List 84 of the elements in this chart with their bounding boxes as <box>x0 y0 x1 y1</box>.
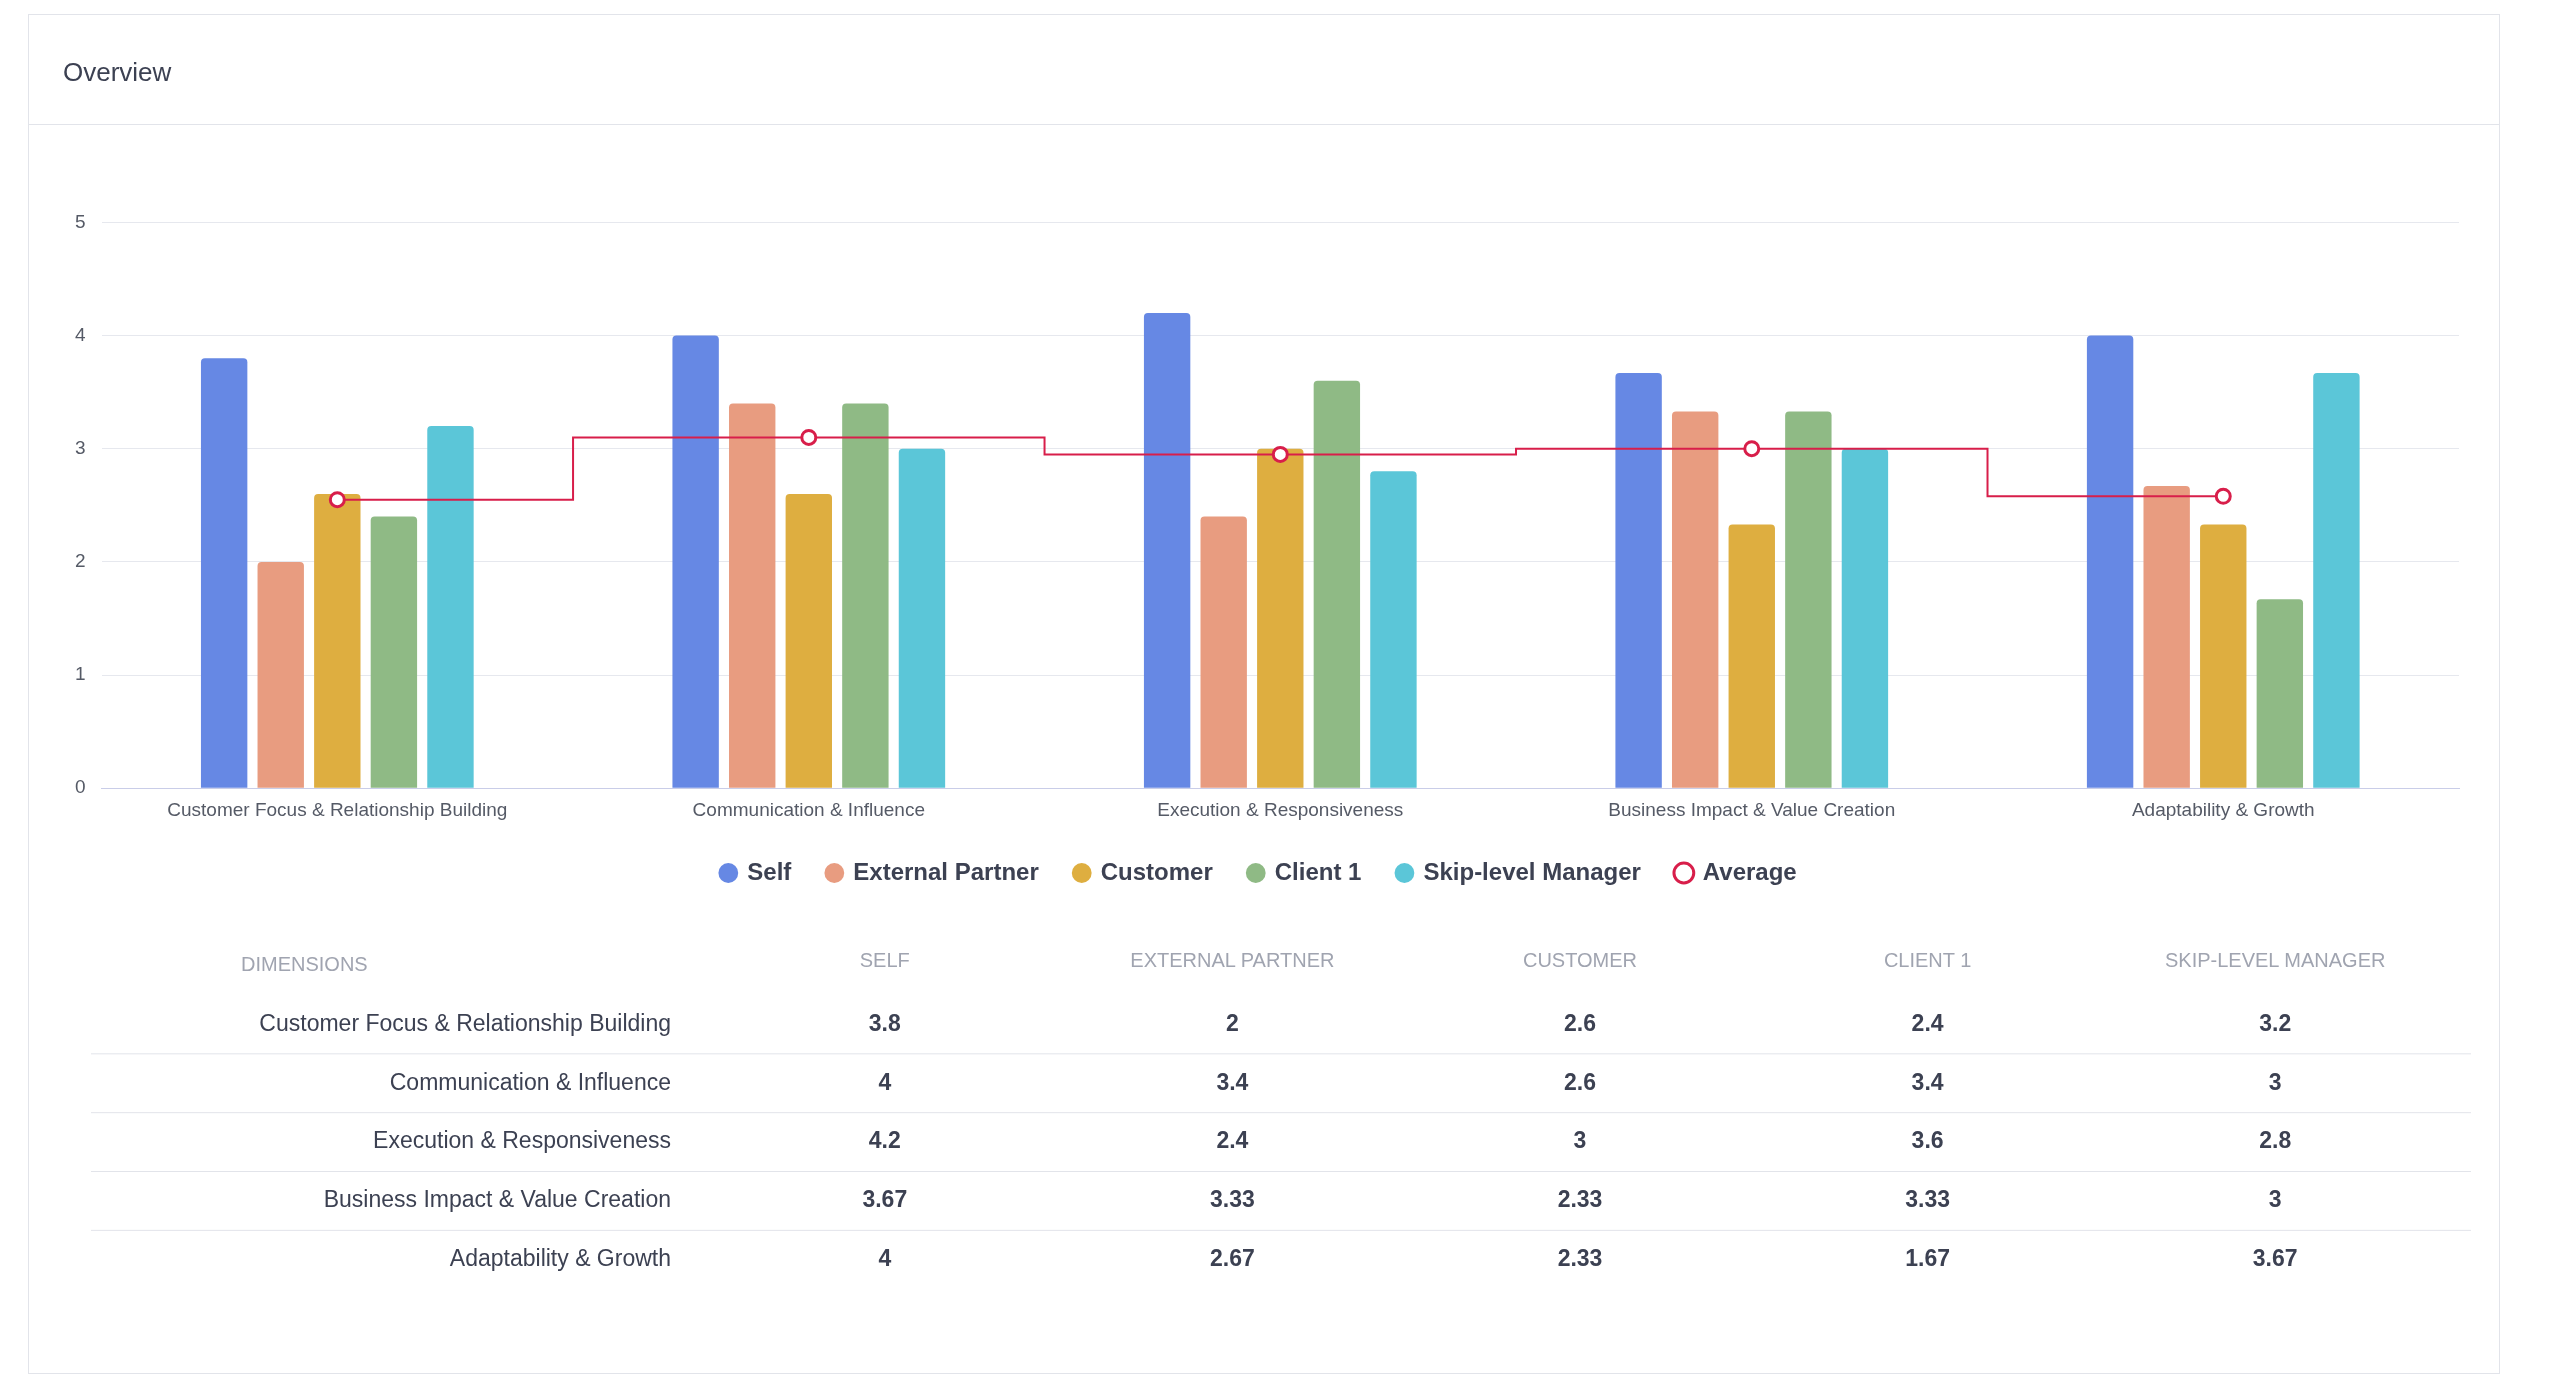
data-label: 4 <box>878 1068 892 1095</box>
x-tick-label: CLIENT 1 <box>1883 948 1972 971</box>
bar <box>1257 448 1304 788</box>
point <box>1743 440 1761 458</box>
bar <box>842 403 889 788</box>
x-tick-label: Execution & Responsiveness <box>1157 798 1404 820</box>
x-tick-label: Customer Focus & Relationship Building <box>167 798 508 820</box>
point <box>2214 487 2232 505</box>
data-label: 2 <box>1226 1009 1239 1036</box>
y-tick-label: Business Impact & Value Creation <box>323 1186 671 1213</box>
data-label: 3.33 <box>1905 1186 1950 1213</box>
bar <box>1200 516 1247 788</box>
bar <box>1615 372 1662 788</box>
y-tick-label: Execution & Responsiveness <box>373 1127 671 1154</box>
y-tick-label: 1 <box>74 663 86 685</box>
bar <box>1728 524 1775 788</box>
data-label: 2.33 <box>1557 1186 1603 1213</box>
bar <box>1841 448 1889 788</box>
legend-label: Average <box>1702 857 1797 885</box>
data-label: 3 <box>2268 1068 2282 1095</box>
x-tick-label: CUSTOMER <box>1522 948 1638 971</box>
data-label: 3 <box>1573 1127 1587 1154</box>
y-tick-label: 2 <box>74 550 86 572</box>
bar <box>785 493 832 788</box>
bar <box>2256 599 2304 788</box>
y-tick-label: 0 <box>74 776 86 798</box>
bar <box>1143 312 1191 788</box>
chart-title: Overview <box>29 15 2499 125</box>
bar <box>1313 380 1361 788</box>
bar <box>1672 411 1719 788</box>
data-label: 3.67 <box>862 1186 908 1213</box>
data-label: 3.4 <box>1216 1068 1249 1095</box>
y-axis-title: DIMENSIONS <box>241 952 368 975</box>
x-tick-label: SKIP-LEVEL MANAGER <box>2164 948 2386 971</box>
bar <box>427 426 474 788</box>
bar <box>898 448 946 788</box>
bar <box>2143 486 2190 788</box>
x-tick-label: SELF <box>859 948 910 971</box>
data-label: 3.4 <box>1911 1068 1944 1095</box>
x-tick-label: Business Impact & Value Creation <box>1608 798 1896 820</box>
y-tick-label: 5 <box>74 210 86 232</box>
point <box>328 491 346 509</box>
bar <box>370 516 418 788</box>
data-label: 2.6 <box>1564 1068 1596 1095</box>
legend-label: Client 1 <box>1274 857 1362 885</box>
y-tick-label: Customer Focus & Relationship Building <box>259 1009 671 1036</box>
bar <box>200 358 248 788</box>
data-label: 1.67 <box>1905 1245 1950 1272</box>
data-label: 3.8 <box>868 1009 901 1036</box>
legend-label: Skip-level Manager <box>1423 857 1641 885</box>
bar <box>1785 411 1832 788</box>
y-tick-label: Communication & Influence <box>389 1068 671 1095</box>
data-label: 3.33 <box>1210 1186 1255 1213</box>
bar <box>257 561 304 788</box>
y-tick-label: 3 <box>74 436 86 458</box>
data-label: 3.6 <box>1911 1127 1944 1154</box>
data-label: 3 <box>2268 1186 2282 1213</box>
data-label: 3.67 <box>2252 1245 2298 1272</box>
data-label: 3.2 <box>2259 1009 2292 1036</box>
data-label: 4.2 <box>868 1127 901 1154</box>
data-label: 2.6 <box>1564 1009 1596 1036</box>
bar <box>2200 524 2247 788</box>
bar <box>2313 372 2360 788</box>
point <box>1271 445 1289 463</box>
bar <box>729 403 776 788</box>
data-label: 2.8 <box>2259 1127 2292 1154</box>
y-tick-label: 4 <box>74 323 86 345</box>
data-label: 2.67 <box>1210 1245 1255 1272</box>
x-tick-label: Adaptability & Growth <box>2131 798 2315 820</box>
x-tick-label: Communication & Influence <box>692 798 925 820</box>
bar <box>1370 471 1417 788</box>
legend-label: Customer <box>1100 857 1213 885</box>
bar <box>2086 335 2134 788</box>
x-tick-label: EXTERNAL PARTNER <box>1130 948 1335 971</box>
legend-label: Self <box>747 857 793 885</box>
y-tick-label: Adaptability & Growth <box>449 1245 671 1272</box>
legend-label: External Partner <box>853 857 1039 885</box>
point <box>800 428 818 446</box>
bar <box>314 493 361 788</box>
data-label: 2.33 <box>1557 1245 1603 1272</box>
data-label: 2.4 <box>1911 1009 1944 1036</box>
data-label: 2.4 <box>1216 1127 1249 1154</box>
bar <box>672 335 719 788</box>
data-label: 4 <box>878 1245 892 1272</box>
